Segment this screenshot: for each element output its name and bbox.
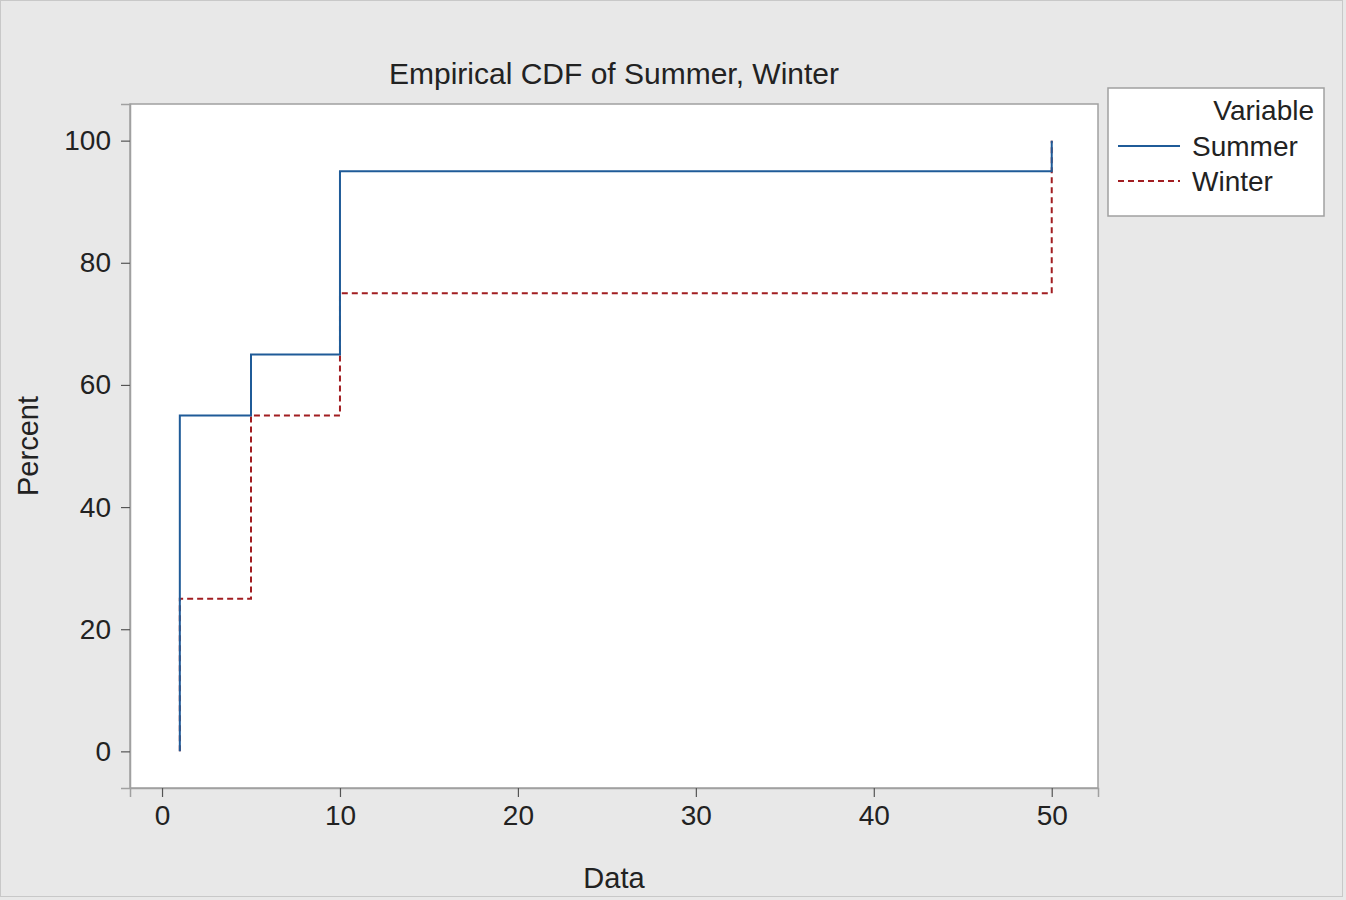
y-tick: 20 [80,614,130,645]
x-tick: 0 [155,788,171,831]
y-tick: 60 [80,369,130,400]
x-tick-label: 0 [155,800,171,831]
x-axis-title: Data [583,862,645,894]
x-tick: 40 [859,788,890,831]
x-tick-mark [874,788,875,797]
x-tick: 10 [325,788,356,831]
legend-box [1108,88,1324,216]
x-tick: 50 [1037,788,1068,831]
y-tick: 0 [95,736,130,767]
x-tick-mark [696,788,697,797]
x-tick-label: 50 [1037,800,1068,831]
y-tick-mark [121,141,130,142]
x-tick: 20 [503,788,534,831]
y-axis-line [121,105,131,789]
legend-swatch [1118,180,1180,182]
x-axis-line [131,789,1099,798]
y-tick-mark [121,385,130,386]
x-tick: 30 [681,788,712,831]
y-tick-mark [121,507,130,508]
legend-label: Winter [1192,166,1273,197]
x-tick-label: 40 [859,800,890,831]
plot-area [130,104,1098,788]
x-tick-mark [518,788,519,797]
x-tick-mark [162,788,163,797]
y-tick-mark [121,751,130,752]
y-tick-label: 80 [80,247,111,278]
y-tick-label: 60 [80,369,111,400]
legend-label: Summer [1192,131,1298,162]
background [1,1,1343,897]
y-tick-label: 40 [80,492,111,523]
chart: 0 10 20 30 40 50 0 20 40 60 80 100 Empirical CDF of … [0,0,1346,900]
y-axis: 0 20 40 60 80 100 [64,105,130,789]
plot-marks [180,141,1052,752]
title: Empirical CDF of Summer, Winter [389,57,839,90]
series-line [180,141,1052,752]
y-tick-label: 0 [95,736,111,767]
y-tick-label: 20 [80,614,111,645]
x-tick-mark [1052,788,1053,797]
x-tick-label: 30 [681,800,712,831]
x-tick-label: 10 [325,800,356,831]
x-axis: 0 10 20 30 40 50 [131,788,1099,831]
y-tick: 100 [64,125,130,156]
x-tick-label: 20 [503,800,534,831]
legend-swatch [1118,145,1180,147]
y-tick: 80 [80,247,130,278]
legend: Variable Summer Winter [1108,88,1324,216]
y-axis-title: Percent [12,396,44,496]
y-tick-label: 100 [64,125,111,156]
y-tick: 40 [80,492,130,523]
series-line [180,141,1052,752]
x-tick-mark [340,788,341,797]
legend-title: Variable [1213,95,1314,126]
y-tick-mark [121,629,130,630]
y-tick-mark [121,263,130,264]
